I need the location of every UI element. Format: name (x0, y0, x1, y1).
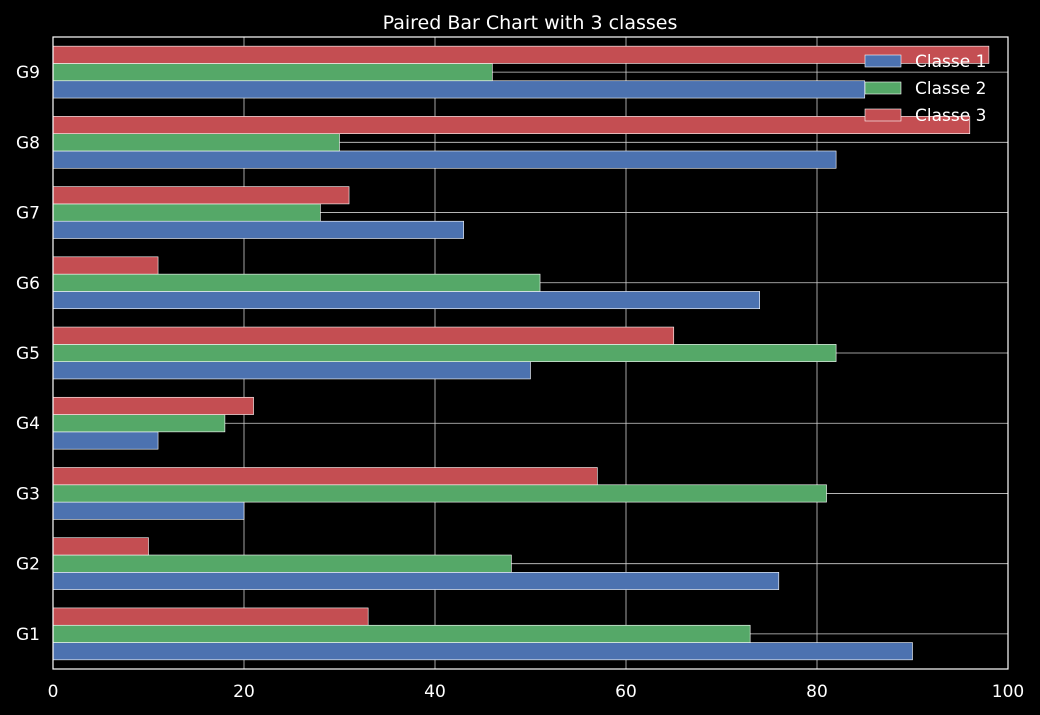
x-tick-label: 80 (806, 682, 828, 702)
y-tick-label: G9 (16, 63, 40, 83)
bar-g4-classe-2 (52, 414, 226, 433)
plot-frame (52, 36, 1009, 670)
x-tick-label: 0 (48, 682, 59, 702)
bar-g1-classe-1 (52, 642, 913, 661)
bars-group (52, 45, 990, 661)
y-tick-label: G8 (16, 133, 40, 153)
bar-g2-classe-3 (52, 537, 149, 556)
legend-label: Classe 2 (915, 79, 986, 99)
y-tick-label: G6 (16, 274, 40, 294)
y-tick-label: G2 (16, 555, 40, 575)
legend-swatch-classe-2 (864, 81, 902, 95)
legend: Classe 1 Classe 2 Classe 3 (864, 52, 986, 126)
bar-g1-classe-3 (52, 607, 369, 626)
bar-g5-classe-2 (52, 344, 837, 362)
bar-g3-classe-3 (52, 467, 598, 486)
bar-g6-classe-2 (52, 273, 541, 292)
bar-g9-classe-3 (52, 45, 990, 64)
bar-g3-classe-1 (52, 501, 245, 520)
y-tick-label: G7 (16, 204, 40, 224)
y-tick-label: G4 (16, 414, 40, 434)
bar-g8-classe-2 (52, 133, 340, 152)
x-tick-label: 40 (424, 682, 446, 702)
legend-label: Classe 3 (915, 106, 986, 126)
bar-g3-classe-2 (52, 484, 827, 503)
bar-g4-classe-3 (52, 396, 254, 415)
legend-label: Classe 1 (915, 52, 986, 72)
bar-g8-classe-3 (52, 116, 971, 134)
bar-g9-classe-1 (52, 80, 866, 99)
bar-g5-classe-3 (52, 326, 675, 345)
bar-g2-classe-1 (52, 572, 780, 590)
bar-g7-classe-1 (52, 220, 464, 239)
bar-g7-classe-3 (52, 186, 350, 205)
chart-title: Paired Bar Chart with 3 classes (383, 12, 678, 34)
bar-g5-classe-1 (52, 361, 531, 380)
y-tick-label: G5 (16, 344, 40, 364)
bar-g6-classe-1 (52, 291, 761, 310)
y-tick-label: G1 (16, 625, 40, 645)
legend-swatch-classe-1 (864, 54, 902, 68)
x-tick-label: 100 (992, 682, 1024, 702)
bar-g9-classe-2 (52, 63, 493, 82)
bar-g1-classe-2 (52, 624, 751, 643)
bar-g8-classe-1 (52, 150, 837, 169)
bar-g4-classe-1 (52, 431, 159, 450)
x-axis-ticks: 0 20 40 60 80 100 (48, 682, 1025, 702)
legend-swatch-classe-3 (864, 108, 902, 122)
y-tick-label: G3 (16, 484, 40, 504)
bar-g6-classe-3 (52, 256, 159, 275)
bar-g2-classe-2 (52, 554, 512, 573)
x-tick-label: 60 (615, 682, 637, 702)
bar-g7-classe-2 (52, 203, 321, 222)
y-axis-ticks: G1 G2 G3 G4 G5 G6 G7 G8 G9 (16, 63, 40, 645)
x-tick-label: 20 (233, 682, 255, 702)
